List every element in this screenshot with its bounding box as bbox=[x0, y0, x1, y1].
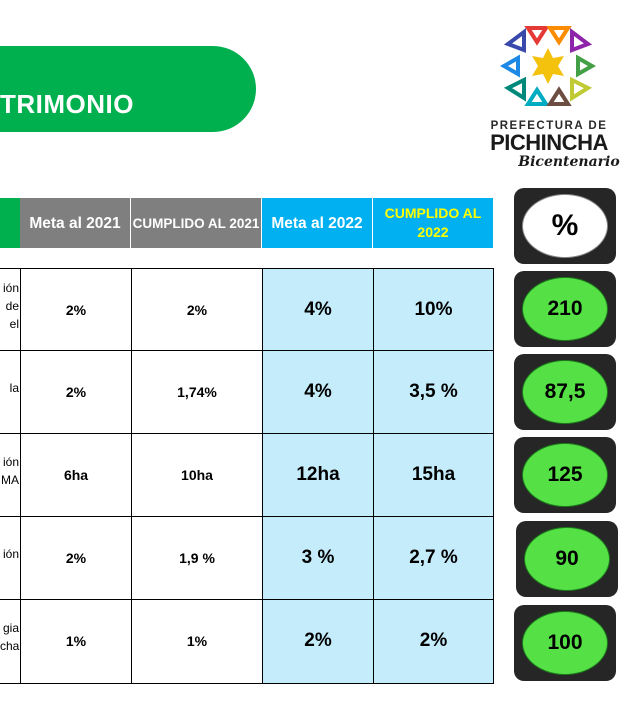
row-label-fragment-line: ión bbox=[2, 280, 19, 295]
percent-header-value: % bbox=[522, 194, 608, 258]
cell-meta-2021: 1% bbox=[65, 632, 87, 649]
table-row-divider bbox=[0, 599, 494, 600]
blue-column-background bbox=[263, 268, 493, 683]
header-meta-2021: Meta al 2021 bbox=[20, 198, 130, 248]
cell-meta-2021: 2% bbox=[65, 301, 87, 318]
table-row-divider bbox=[0, 516, 494, 517]
row-label-fragment: ión MA bbox=[0, 453, 19, 489]
row-label-fragment: ión de el bbox=[0, 279, 19, 333]
cell-meta-2021: 6ha bbox=[63, 466, 89, 483]
percent-badge: 100 bbox=[514, 605, 616, 681]
percent-value: 100 bbox=[522, 611, 608, 675]
percent-badge: 210 bbox=[514, 271, 616, 347]
header-meta-2022: Meta al 2022 bbox=[262, 198, 372, 248]
cell-cumplido-2022: 3,5 % bbox=[409, 380, 458, 402]
row-label-fragment: la bbox=[0, 379, 19, 397]
percent-value: 125 bbox=[522, 443, 608, 507]
row-label-fragment-line: de bbox=[5, 298, 19, 313]
percent-header-badge: % bbox=[514, 188, 616, 264]
row-label-fragment-line: gia bbox=[2, 620, 19, 635]
cell-meta-2021: 2% bbox=[65, 549, 87, 566]
logo-prefectura-text: PREFECTURA DE bbox=[490, 120, 608, 132]
table-row-divider bbox=[0, 350, 494, 351]
table-column-divider bbox=[373, 268, 374, 683]
percent-badge: 125 bbox=[514, 437, 616, 513]
row-label-fragment-line: cha bbox=[0, 638, 20, 653]
cell-cumplido-2022: 2% bbox=[419, 629, 448, 651]
cell-cumplido-2021: 10ha bbox=[181, 466, 213, 483]
sun-emblem-icon bbox=[499, 26, 597, 106]
cell-cumplido-2022: 15ha bbox=[411, 463, 456, 485]
cell-cumplido-2021: 1% bbox=[186, 632, 208, 649]
header-green-fragment bbox=[0, 198, 20, 248]
percent-value: 90 bbox=[524, 527, 610, 591]
row-label-fragment-line: el bbox=[9, 316, 19, 331]
percent-badge: 87,5 bbox=[514, 354, 616, 430]
cell-cumplido-2021: 1,74% bbox=[177, 383, 217, 400]
cell-cumplido-2022: 10% bbox=[414, 298, 453, 320]
table-row-divider bbox=[0, 683, 494, 684]
row-label-fragment-line: ión bbox=[2, 454, 19, 469]
row-label-fragment-line: ión bbox=[2, 546, 19, 561]
table-column-divider bbox=[493, 268, 494, 683]
cell-meta-2021: 2% bbox=[65, 383, 87, 400]
prefectura-logo: PREFECTURA DE PICHINCHA Bicentenario bbox=[474, 22, 624, 170]
table-column-divider bbox=[20, 268, 21, 683]
table-column-divider bbox=[262, 268, 263, 683]
row-label-fragment: gia cha bbox=[0, 619, 19, 655]
percent-badge: 90 bbox=[516, 521, 618, 597]
cell-cumplido-2021: 1,9 % bbox=[179, 549, 215, 566]
banner-title: TRIMONIO bbox=[0, 89, 134, 119]
header-cumplido-2022: CUMPLIDO AL 2022 bbox=[373, 198, 493, 248]
cell-cumplido-2021: 2% bbox=[186, 301, 208, 318]
row-label-fragment: ión bbox=[0, 545, 19, 563]
cell-meta-2022: 12ha bbox=[296, 463, 340, 485]
cell-cumplido-2022: 2,7 % bbox=[409, 546, 458, 568]
percent-value: 87,5 bbox=[522, 360, 608, 424]
cell-meta-2022: 3 % bbox=[301, 546, 335, 568]
logo-pichincha-text: PICHINCHA bbox=[490, 130, 608, 155]
logo-bicentenario-text: Bicentenario bbox=[518, 154, 620, 170]
table-row-divider bbox=[0, 433, 494, 434]
cell-meta-2022: 4% bbox=[304, 380, 332, 402]
row-label-fragment-line: MA bbox=[1, 472, 19, 487]
table-column-divider bbox=[131, 268, 132, 683]
table-row-divider bbox=[0, 268, 494, 269]
header-cumplido-2021: CUMPLIDO AL 2021 bbox=[131, 198, 261, 248]
cell-meta-2022: 2% bbox=[304, 629, 332, 651]
row-label-fragment-line: la bbox=[9, 380, 19, 395]
title-banner bbox=[0, 46, 256, 132]
cell-meta-2022: 4% bbox=[304, 298, 332, 320]
percent-value: 210 bbox=[522, 277, 608, 341]
